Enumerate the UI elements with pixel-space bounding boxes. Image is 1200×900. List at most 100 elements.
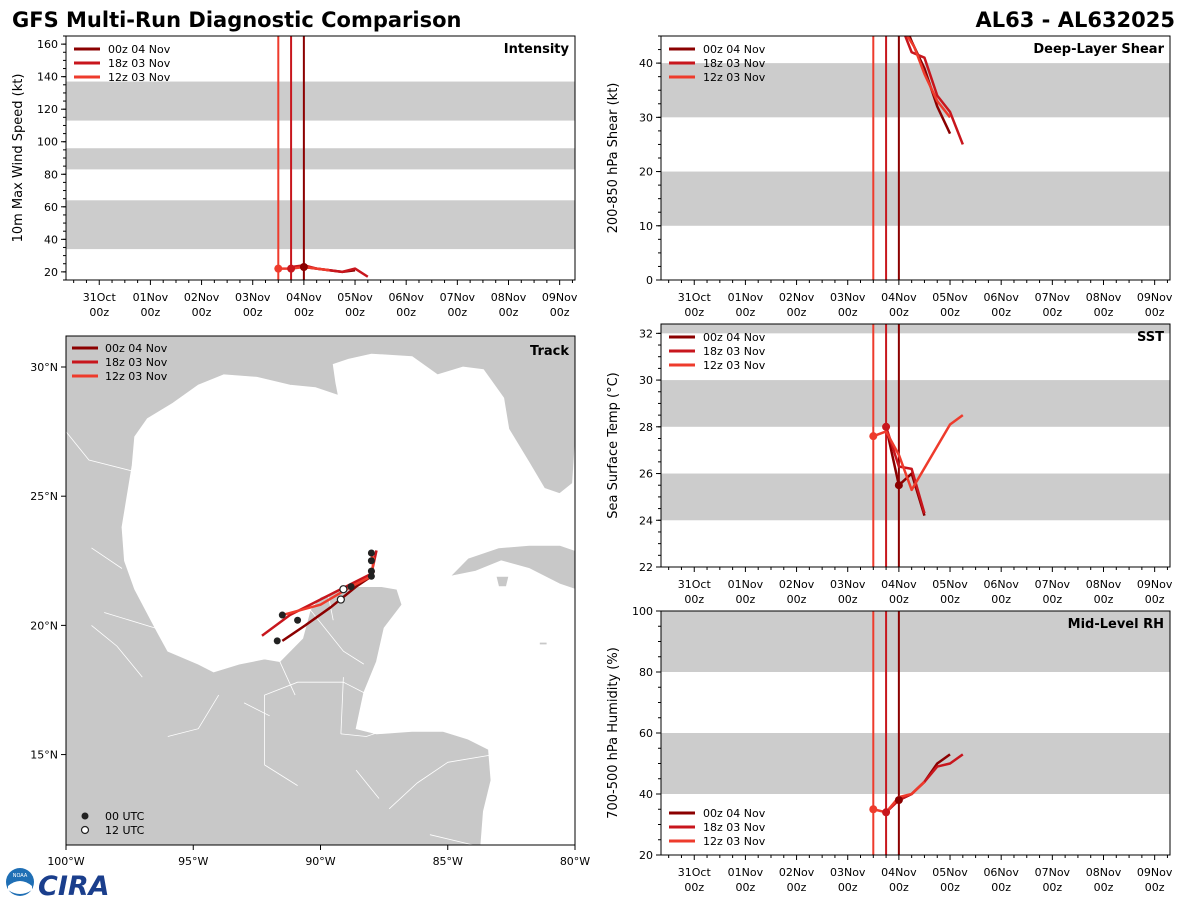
x-tick-label: 00z <box>991 306 1011 319</box>
track-marker-00utc <box>367 549 375 557</box>
x-tick-label: 05Nov <box>337 291 373 304</box>
series-start-marker <box>869 805 878 814</box>
shear-panel: 31Oct 00z 01Nov 00z 02Nov 00z 03Nov 00z 04Nov 00z… <box>606 35 1173 319</box>
rh-panel: 31Oct 00z 01Nov 00z 02Nov 00z 03Nov 00z 04Nov 00z… <box>606 605 1173 894</box>
x-tick-label: 00z <box>1042 593 1062 606</box>
y-tick-label: 40 <box>639 788 653 801</box>
legend-label: 12z 03 Nov <box>703 71 766 84</box>
legend-label: 00z 04 Nov <box>703 43 766 56</box>
y-axis-label: 700-500 hPa Humidity (%) <box>606 647 621 819</box>
x-tick-label: 00z <box>889 593 909 606</box>
x-tick-label: 00z <box>787 881 807 894</box>
x-tick-label: 00z <box>1094 593 1114 606</box>
x-tick-label: 00z <box>736 306 756 319</box>
x-tick-label: 00z <box>1145 306 1165 319</box>
isle-of-youth-land <box>495 575 510 587</box>
x-tick-label: 00z <box>991 881 1011 894</box>
country-border <box>243 702 270 717</box>
x-tick-label: 00z <box>889 306 909 319</box>
series-line <box>884 426 926 514</box>
country-border <box>355 769 380 799</box>
y-tick-label: 100 <box>37 136 58 149</box>
x-tick-label: 00z <box>1094 306 1114 319</box>
x-tick-label: 08Nov <box>1086 578 1122 591</box>
legend-label: 00 UTC <box>105 810 145 823</box>
lat-tick-label: 25°N <box>30 490 58 503</box>
legend-label: 12z 03 Nov <box>108 71 171 84</box>
x-tick-label: 00z <box>838 306 858 319</box>
y-tick-label: 140 <box>37 71 58 84</box>
legend-label: 18z 03 Nov <box>703 821 766 834</box>
y-tick-label: 32 <box>639 327 653 340</box>
x-tick-label: 05Nov <box>932 866 968 879</box>
y-tick-label: 60 <box>44 201 58 214</box>
country-border <box>167 694 220 737</box>
legend-label: 00z 04 Nov <box>105 342 168 355</box>
track-marker-12utc <box>339 585 348 594</box>
y-tick-label: 20 <box>639 166 653 179</box>
x-tick-label: 04Nov <box>286 291 322 304</box>
x-tick-label: 00z <box>736 881 756 894</box>
x-tick-label: 00z <box>550 306 570 319</box>
x-tick-label: 08Nov <box>1086 866 1122 879</box>
lon-tick-label: 85°W <box>433 855 463 868</box>
x-tick-label: 02Nov <box>184 291 220 304</box>
y-tick-label: 100 <box>632 605 653 618</box>
x-tick-label: 02Nov <box>779 578 815 591</box>
country-border <box>264 681 344 765</box>
panel-title: Track <box>530 344 569 359</box>
x-tick-label: 00z <box>1042 881 1062 894</box>
cira-logo: NOAA CIRA <box>6 868 110 900</box>
x-tick-label: 00z <box>499 306 519 319</box>
panel-title: Deep-Layer Shear <box>1033 42 1164 57</box>
y-tick-label: 30 <box>639 111 653 124</box>
sst-panel: 31Oct 00z 01Nov 00z 02Nov 00z 03Nov 00z 04Nov 00z… <box>606 323 1173 606</box>
cira-logo-text: CIRA <box>38 871 110 900</box>
x-tick-label: 31Oct <box>678 866 712 879</box>
track-marker-00utc <box>367 557 375 565</box>
track-line <box>281 552 376 617</box>
x-tick-label: 06Nov <box>388 291 424 304</box>
x-tick-label: 03Nov <box>830 291 866 304</box>
panel-title: SST <box>1137 330 1164 345</box>
x-tick-label: 09Nov <box>1137 291 1173 304</box>
x-tick-label: 09Nov <box>1137 866 1173 879</box>
country-border <box>309 609 365 665</box>
country-border <box>279 661 296 696</box>
legend-label: 12z 03 Nov <box>703 835 766 848</box>
x-tick-label: 04Nov <box>881 291 917 304</box>
x-tick-label: 00z <box>838 881 858 894</box>
legend-label: 12z 03 Nov <box>703 359 766 372</box>
legend-marker-00utc <box>81 812 89 820</box>
plot-area <box>661 611 1170 855</box>
series-start-marker <box>894 481 903 490</box>
noaa-seal-text: NOAA <box>13 873 28 879</box>
intensity-panel: 31Oct 00z 01Nov 00z 02Nov 00z 03Nov 00z 04Nov 00z… <box>11 35 578 319</box>
x-tick-label: 00z <box>89 306 109 319</box>
x-tick-label: 08Nov <box>491 291 527 304</box>
series-start-marker <box>287 264 296 273</box>
legend-label: 18z 03 Nov <box>108 57 171 70</box>
lon-tick-label: 95°W <box>178 855 208 868</box>
x-tick-label: 06Nov <box>983 578 1019 591</box>
y-tick-label: 40 <box>44 233 58 246</box>
x-tick-label: 00z <box>787 306 807 319</box>
plot-area <box>661 324 1170 567</box>
x-tick-label: 01Nov <box>133 291 169 304</box>
y-axis-label: 200-850 hPa Shear (kt) <box>606 83 621 234</box>
y-tick-label: 10 <box>639 220 653 233</box>
lon-tick-label: 90°W <box>305 855 335 868</box>
cuba-land <box>449 544 575 590</box>
track-marker-12utc <box>336 595 345 604</box>
x-tick-label: 07Nov <box>440 291 476 304</box>
y-axis-label: 10m Max Wind Speed (kt) <box>11 74 26 243</box>
x-tick-label: 00z <box>940 593 960 606</box>
x-tick-label: 04Nov <box>881 866 917 879</box>
x-tick-label: 00z <box>141 306 161 319</box>
series-line <box>903 36 964 145</box>
track-marker-00utc <box>347 583 355 591</box>
x-tick-label: 00z <box>192 306 212 319</box>
x-tick-label: 01Nov <box>728 291 764 304</box>
x-tick-label: 31Oct <box>83 291 117 304</box>
y-tick-label: 60 <box>639 727 653 740</box>
